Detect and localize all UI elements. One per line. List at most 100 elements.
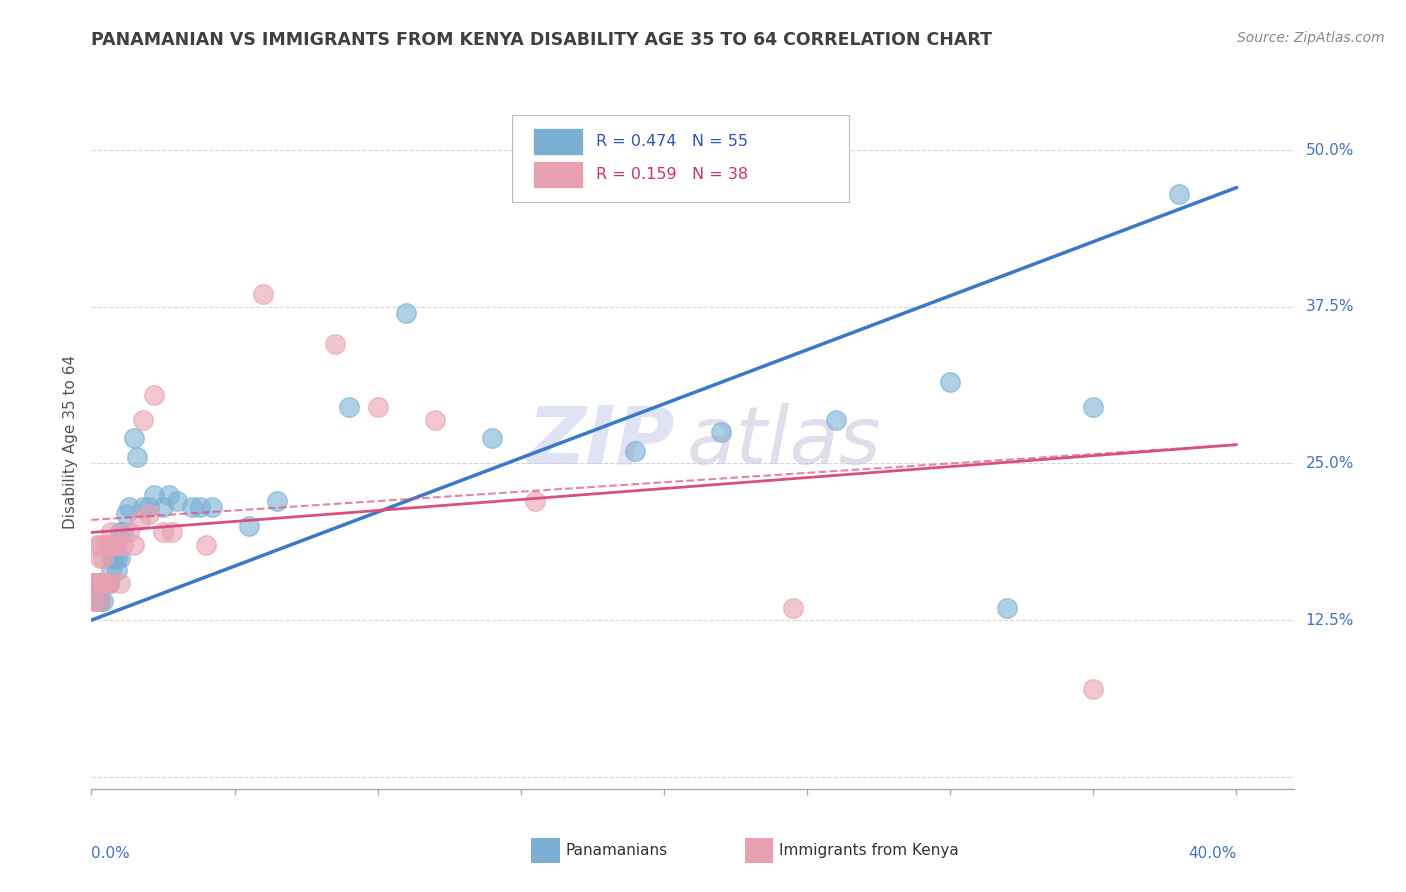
- Point: [337, 400, 360, 414]
- Point: [86, 538, 108, 552]
- Point: [94, 575, 117, 590]
- Text: 0.0%: 0.0%: [91, 846, 131, 861]
- Text: 12.5%: 12.5%: [1306, 613, 1354, 628]
- Point: [94, 538, 117, 552]
- Point: [180, 500, 202, 515]
- Point: [83, 575, 105, 590]
- Point: [94, 575, 117, 590]
- Point: [157, 488, 180, 502]
- Point: [91, 575, 114, 590]
- Point: [89, 538, 111, 552]
- Text: Panamanians: Panamanians: [565, 843, 668, 858]
- Point: [481, 431, 503, 445]
- Point: [188, 500, 211, 515]
- Point: [89, 550, 111, 565]
- Point: [939, 375, 962, 389]
- FancyBboxPatch shape: [512, 114, 849, 202]
- Point: [423, 412, 446, 426]
- Point: [97, 575, 120, 590]
- Point: [152, 500, 174, 515]
- Point: [86, 594, 108, 608]
- Point: [89, 594, 111, 608]
- Point: [266, 494, 288, 508]
- Point: [395, 306, 418, 320]
- Point: [367, 400, 389, 414]
- Point: [138, 500, 160, 515]
- Point: [94, 575, 117, 590]
- Point: [103, 538, 125, 552]
- Point: [124, 431, 146, 445]
- Text: R = 0.474   N = 55: R = 0.474 N = 55: [596, 134, 748, 149]
- Point: [108, 525, 131, 540]
- Point: [111, 525, 134, 540]
- Point: [143, 387, 166, 401]
- Point: [100, 525, 122, 540]
- Point: [89, 575, 111, 590]
- Point: [91, 550, 114, 565]
- FancyBboxPatch shape: [533, 161, 583, 187]
- Point: [91, 575, 114, 590]
- Point: [111, 538, 134, 552]
- Point: [97, 575, 120, 590]
- Point: [91, 575, 114, 590]
- Point: [323, 337, 346, 351]
- Text: atlas: atlas: [686, 402, 882, 481]
- Point: [105, 550, 128, 565]
- FancyBboxPatch shape: [533, 128, 583, 155]
- Text: Immigrants from Kenya: Immigrants from Kenya: [779, 843, 959, 858]
- Point: [1081, 682, 1104, 697]
- Point: [995, 600, 1018, 615]
- Point: [89, 575, 111, 590]
- Point: [89, 575, 111, 590]
- Point: [105, 563, 128, 577]
- Point: [160, 525, 183, 540]
- Y-axis label: Disability Age 35 to 64: Disability Age 35 to 64: [63, 354, 79, 529]
- Point: [194, 538, 217, 552]
- Point: [108, 550, 131, 565]
- Point: [710, 425, 733, 439]
- Text: 37.5%: 37.5%: [1306, 300, 1354, 314]
- Point: [132, 500, 155, 515]
- Point: [97, 538, 120, 552]
- Point: [252, 287, 274, 301]
- Point: [94, 575, 117, 590]
- Text: 40.0%: 40.0%: [1188, 846, 1236, 861]
- Point: [1081, 400, 1104, 414]
- Point: [83, 575, 105, 590]
- Point: [89, 594, 111, 608]
- Point: [117, 525, 139, 540]
- Point: [97, 575, 120, 590]
- Point: [824, 412, 846, 426]
- Point: [94, 575, 117, 590]
- Point: [103, 538, 125, 552]
- Point: [114, 507, 136, 521]
- Point: [238, 519, 260, 533]
- Point: [91, 575, 114, 590]
- Text: 50.0%: 50.0%: [1306, 143, 1354, 158]
- Point: [83, 575, 105, 590]
- Point: [127, 450, 149, 465]
- Point: [94, 575, 117, 590]
- Point: [782, 600, 804, 615]
- Point: [100, 550, 122, 565]
- Point: [117, 500, 139, 515]
- Text: R = 0.159   N = 38: R = 0.159 N = 38: [596, 167, 748, 182]
- Point: [1168, 186, 1191, 201]
- Point: [138, 507, 160, 521]
- Point: [129, 513, 152, 527]
- Point: [624, 444, 647, 458]
- Point: [83, 594, 105, 608]
- Point: [132, 412, 155, 426]
- Text: PANAMANIAN VS IMMIGRANTS FROM KENYA DISABILITY AGE 35 TO 64 CORRELATION CHART: PANAMANIAN VS IMMIGRANTS FROM KENYA DISA…: [91, 31, 993, 49]
- Point: [86, 575, 108, 590]
- Point: [166, 494, 188, 508]
- Point: [124, 538, 146, 552]
- Point: [91, 575, 114, 590]
- Point: [89, 594, 111, 608]
- Point: [100, 544, 122, 558]
- Text: ZIP: ZIP: [527, 402, 675, 481]
- Point: [86, 575, 108, 590]
- Point: [201, 500, 224, 515]
- Point: [100, 563, 122, 577]
- Point: [108, 575, 131, 590]
